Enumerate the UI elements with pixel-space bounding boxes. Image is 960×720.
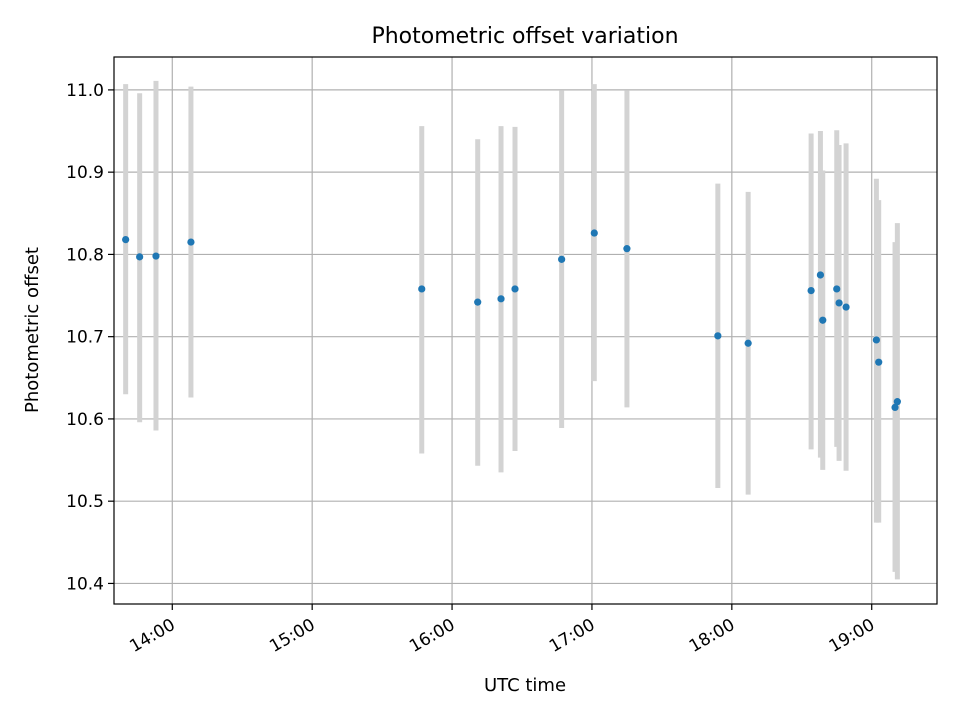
- data-point: [744, 339, 752, 347]
- x-tick-label: 17:00: [546, 615, 598, 657]
- data-point: [136, 253, 144, 261]
- y-tick-label: 10.7: [66, 328, 104, 348]
- x-tick-label: 14:00: [126, 615, 178, 657]
- data-point: [872, 336, 880, 344]
- data-point: [187, 238, 195, 246]
- data-point: [590, 229, 598, 237]
- x-tick-label: 15:00: [266, 615, 318, 657]
- data-point: [122, 236, 130, 244]
- plot-frame: [113, 56, 938, 605]
- data-point: [833, 285, 841, 293]
- data-point: [893, 398, 901, 406]
- grid-lines: [114, 57, 937, 604]
- data-point: [714, 332, 722, 340]
- axis-ticks: 14:00 15:00 16:00 17:00 18:00 19:00 10.4 10.5 10…: [66, 81, 878, 657]
- chart-title: Photometric offset variation: [371, 24, 678, 49]
- y-axis-label: Photometric offset: [22, 247, 43, 413]
- data-point: [152, 252, 160, 260]
- data-point: [497, 295, 505, 303]
- data-point: [816, 271, 825, 279]
- y-tick-label: 11.0: [66, 81, 104, 101]
- error-bars: [123, 80, 900, 580]
- x-axis-label: UTC time: [484, 675, 566, 696]
- data-point: [558, 255, 566, 263]
- data-point: [891, 403, 899, 412]
- data-point: [511, 285, 519, 293]
- data-point: [842, 303, 850, 311]
- data-point: [807, 287, 815, 295]
- data-point: [875, 358, 883, 366]
- data-point: [474, 298, 482, 306]
- x-tick-label: 16:00: [406, 615, 458, 657]
- x-tick-label: 18:00: [686, 615, 738, 657]
- data-point: [819, 316, 827, 324]
- y-tick-label: 10.6: [66, 410, 104, 430]
- y-tick-label: 10.9: [66, 163, 104, 183]
- data-point: [418, 285, 426, 293]
- data-point: [623, 245, 631, 253]
- y-tick-label: 10.8: [66, 245, 104, 265]
- data-point: [835, 299, 843, 307]
- y-tick-label: 10.5: [66, 492, 104, 512]
- data-points: [122, 229, 901, 412]
- x-tick-label: 19:00: [826, 615, 878, 657]
- y-tick-label: 10.4: [66, 574, 104, 594]
